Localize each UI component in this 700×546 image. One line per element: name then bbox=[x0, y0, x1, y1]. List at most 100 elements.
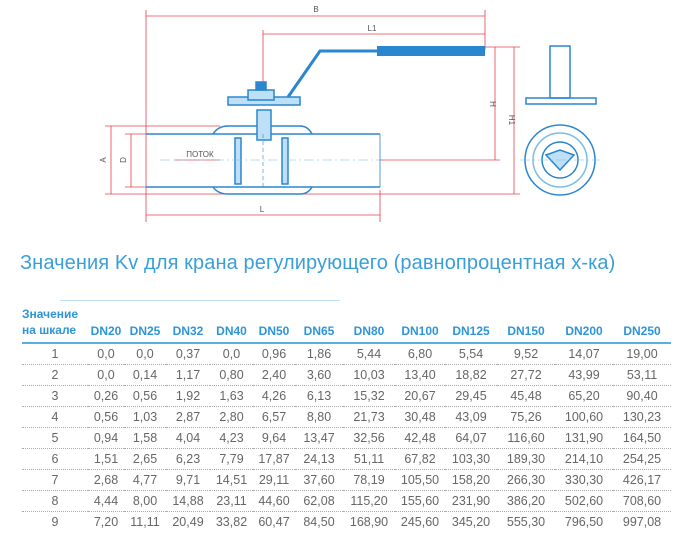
scale-value-cell: 6 bbox=[22, 448, 88, 470]
column-header: DN40 bbox=[210, 306, 253, 344]
kv-cell: 51,11 bbox=[343, 448, 395, 470]
kv-cell: 100,60 bbox=[555, 406, 613, 428]
kv-cell: 1,86 bbox=[295, 343, 343, 365]
kv-cell: 0,94 bbox=[88, 427, 124, 449]
kv-cell: 231,90 bbox=[445, 490, 497, 512]
kv-cell: 9,64 bbox=[253, 427, 295, 449]
column-header: DN150 bbox=[497, 306, 555, 344]
scale-value-cell: 3 bbox=[22, 385, 88, 407]
kv-cell: 1,58 bbox=[124, 427, 166, 449]
kv-cell: 0,80 bbox=[210, 364, 253, 386]
dimension-lines bbox=[105, 10, 520, 222]
divider bbox=[60, 300, 340, 301]
dim-label-b: B bbox=[313, 5, 318, 14]
kv-cell: 4,44 bbox=[88, 490, 124, 512]
kv-cell: 0,0 bbox=[88, 343, 124, 365]
kv-cell: 1,92 bbox=[166, 385, 210, 407]
kv-cell: 130,23 bbox=[613, 406, 671, 428]
dim-label-l: L bbox=[260, 205, 265, 214]
column-header: DN250 bbox=[613, 306, 671, 344]
kv-cell: 4,04 bbox=[166, 427, 210, 449]
kv-cell: 1,63 bbox=[210, 385, 253, 407]
kv-cell: 555,30 bbox=[506, 515, 546, 529]
kv-cell: 0,56 bbox=[124, 385, 166, 407]
kv-cell: 21,73 bbox=[343, 406, 395, 428]
kv-cell: 13,40 bbox=[395, 364, 445, 386]
table-row: 9 7,20 11,11 20,49 33,82 60,47 84,50 168,90 245,… bbox=[22, 512, 671, 533]
kv-cell: 115,20 bbox=[343, 490, 395, 512]
kv-cell: 5,44 bbox=[343, 343, 395, 365]
kv-cell: 17,87 bbox=[253, 448, 295, 470]
column-header: DN200 bbox=[555, 306, 613, 344]
kv-cell: 78,19 bbox=[343, 469, 395, 491]
table-row: 5 0,94 1,58 4,04 4,23 9,64 13,47 32,56 42,48 64,0… bbox=[22, 427, 671, 449]
column-header: DN65 bbox=[295, 306, 343, 344]
table-row: 6 1,51 2,65 6,23 7,79 17,87 24,13 51,11 67,82 103… bbox=[22, 448, 671, 470]
dim-label-h: H bbox=[488, 101, 497, 107]
kv-cell: 168,90 bbox=[349, 515, 389, 529]
kv-cell: 37,60 bbox=[295, 469, 343, 491]
kv-cell: 44,60 bbox=[253, 490, 295, 512]
kv-cell: 0,0 bbox=[210, 343, 253, 365]
handle bbox=[286, 46, 485, 98]
kv-cell: 105,50 bbox=[395, 469, 445, 491]
kv-cell: 0,0 bbox=[88, 364, 124, 386]
kv-cell: 53,11 bbox=[613, 364, 671, 386]
kv-cell: 708,60 bbox=[613, 490, 671, 512]
kv-cell: 67,82 bbox=[395, 448, 445, 470]
kv-cell: 345,20 bbox=[451, 515, 491, 529]
kv-cell: 131,90 bbox=[555, 427, 613, 449]
kv-cell: 11,11 bbox=[130, 515, 160, 529]
section-title: Значения Kv для крана регулирующего (рав… bbox=[20, 252, 616, 274]
kv-cell: 116,60 bbox=[497, 427, 555, 449]
kv-cell: 2,40 bbox=[253, 364, 295, 386]
kv-cell: 6,57 bbox=[253, 406, 295, 428]
kv-cell: 23,11 bbox=[210, 490, 253, 512]
table-row: 3 0,26 0,56 1,92 1,63 4,26 6,13 15,32 20,67 29,45… bbox=[22, 385, 671, 407]
scale-value-cell: 9 bbox=[51, 515, 59, 529]
column-header: DN25 bbox=[124, 306, 166, 344]
kv-cell: 45,48 bbox=[497, 385, 555, 407]
column-header: DN50 bbox=[253, 306, 295, 344]
scale-value-cell: 2 bbox=[22, 364, 88, 386]
kv-cell: 214,10 bbox=[555, 448, 613, 470]
flow-label: ПОТОК bbox=[186, 150, 214, 159]
kv-cell: 33,82 bbox=[215, 515, 248, 529]
kv-cell: 164,50 bbox=[613, 427, 671, 449]
kv-cell: 4,77 bbox=[124, 469, 166, 491]
kv-cell: 0,56 bbox=[88, 406, 124, 428]
scale-value-cell: 4 bbox=[22, 406, 88, 428]
kv-cell: 75,26 bbox=[497, 406, 555, 428]
kv-cell: 13,47 bbox=[295, 427, 343, 449]
table-header-row: Значение на шкале DN20 DN25 DN32 DN40 DN50 DN6… bbox=[22, 306, 671, 344]
header-line1: Значение bbox=[22, 307, 79, 321]
table-row: 2 0,0 0,14 1,17 0,80 2,40 3,60 10,03 13,40 18,82 2… bbox=[22, 364, 671, 386]
kv-cell: 64,07 bbox=[445, 427, 497, 449]
kv-cell: 65,20 bbox=[555, 385, 613, 407]
header-scale-value: Значение на шкале bbox=[22, 306, 88, 344]
kv-cell: 24,13 bbox=[295, 448, 343, 470]
kv-cell: 90,40 bbox=[613, 385, 671, 407]
kv-cell: 9,52 bbox=[497, 343, 555, 365]
kv-cell: 20,67 bbox=[395, 385, 445, 407]
kv-cell: 6,80 bbox=[395, 343, 445, 365]
kv-cell: 7,79 bbox=[210, 448, 253, 470]
column-header: DN20 bbox=[88, 306, 124, 344]
scale-value-cell: 7 bbox=[22, 469, 88, 491]
kv-cell: 2,87 bbox=[166, 406, 210, 428]
kv-cell: 2,68 bbox=[88, 469, 124, 491]
kv-cell: 14,88 bbox=[166, 490, 210, 512]
kv-cell: 19,00 bbox=[613, 343, 671, 365]
kv-cell: 0,0 bbox=[124, 343, 166, 365]
kv-cell: 4,26 bbox=[253, 385, 295, 407]
kv-cell: 8,00 bbox=[124, 490, 166, 512]
scale-value-cell: 1 bbox=[22, 343, 88, 365]
kv-cell: 42,48 bbox=[395, 427, 445, 449]
kv-cell: 158,20 bbox=[445, 469, 497, 491]
scale-value-cell: 8 bbox=[22, 490, 88, 512]
kv-cell: 27,72 bbox=[497, 364, 555, 386]
kv-cell: 0,37 bbox=[166, 343, 210, 365]
kv-cell: 32,56 bbox=[343, 427, 395, 449]
scale-value-cell: 5 bbox=[22, 427, 88, 449]
kv-cell: 1,51 bbox=[88, 448, 124, 470]
